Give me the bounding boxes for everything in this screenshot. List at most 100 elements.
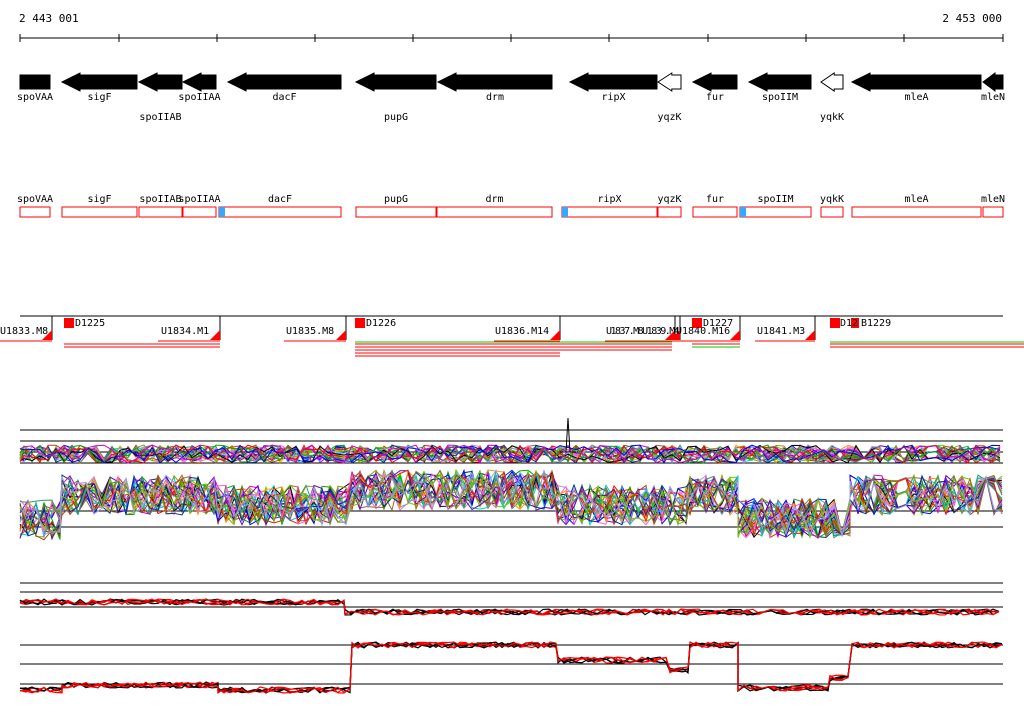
gene-box-mleN[interactable] <box>982 206 1004 218</box>
gene-label-spoIIM[interactable]: spoIIM <box>761 92 799 103</box>
gene-box-track[interactable] <box>19 206 1004 218</box>
feature-marker-D1229[interactable] <box>851 318 859 328</box>
feature-arrow-U1836.M14[interactable] <box>550 330 560 340</box>
gene-box-label-spoIIM[interactable]: spoIIM <box>757 194 794 205</box>
gene-arrow-spoIIM[interactable] <box>747 72 812 92</box>
gene-box-drm[interactable] <box>436 206 553 218</box>
gene-box-label-mleA[interactable]: mleA <box>904 194 929 205</box>
gene-box-label-yqkK[interactable]: yqkK <box>819 194 845 205</box>
gene-box-yqzK[interactable] <box>657 206 682 218</box>
transcription-start-marker <box>562 207 568 217</box>
gene-box-label-drm[interactable]: drm <box>485 194 504 205</box>
gene-label-dacF[interactable]: dacF <box>272 92 297 103</box>
gene-arrow-fur[interactable] <box>691 72 738 92</box>
gene-arrow-mleA[interactable] <box>850 72 982 92</box>
feature-arrow-U1840.M16[interactable] <box>730 330 740 340</box>
gene-box-yqkK[interactable] <box>820 206 844 218</box>
gene-arrow-track[interactable] <box>19 72 1004 92</box>
feature-label[interactable]: U1833.M8 <box>0 326 49 337</box>
gene-arrow-yqzK[interactable] <box>657 72 682 92</box>
feature-label[interactable]: U1835.M8 <box>286 326 335 337</box>
gene-box-label-ripX[interactable]: ripX <box>597 194 622 205</box>
gene-arrow-sigF[interactable] <box>60 72 138 92</box>
gene-label-mleA[interactable]: mleA <box>904 92 929 103</box>
transcription-start-marker <box>219 207 225 217</box>
feature-label[interactable]: U1837.M8U1839.M4 <box>606 326 680 337</box>
gene-arrow-dacF[interactable] <box>226 72 342 92</box>
gene-box-mleA[interactable] <box>851 206 982 218</box>
expression-trace <box>19 444 1001 464</box>
feature-label[interactable]: B1229 <box>861 318 892 329</box>
gene-box-spoIIAB[interactable] <box>138 206 183 218</box>
gene-label-spoVAA[interactable]: spoVAA <box>16 92 54 103</box>
position-ruler <box>19 34 1004 42</box>
gene-box-label-spoIIAA[interactable]: spoIIAA <box>178 194 221 205</box>
gene-box-label-spoIIAB[interactable]: spoIIAB <box>139 194 182 205</box>
gene-label-pupG[interactable]: pupG <box>383 112 409 123</box>
feature-arrow-U1841.M3[interactable] <box>805 330 815 340</box>
feature-label[interactable]: D1226 <box>366 318 397 329</box>
summary-trace <box>19 598 1000 616</box>
gene-label-fur[interactable]: fur <box>705 92 725 103</box>
feature-label[interactable]: U1836.M14 <box>495 326 550 337</box>
gene-box-label-fur[interactable]: fur <box>705 194 725 205</box>
gene-box-spoIIAA[interactable] <box>182 206 217 218</box>
feature-marker-D1225[interactable] <box>64 318 74 328</box>
gene-label-ripX[interactable]: ripX <box>601 92 626 103</box>
feature-arrow-U1835.M8[interactable] <box>336 330 346 340</box>
ruler-end-coordinate: 2 453 000 <box>942 12 1002 25</box>
feature-label[interactable]: U1841.M3 <box>757 326 806 337</box>
expression-trace <box>19 468 1003 538</box>
gene-box-label-pupG[interactable]: pupG <box>383 194 409 205</box>
expression-trace <box>19 444 1001 464</box>
feature-marker-D1227[interactable] <box>692 318 702 328</box>
gene-box-label-mleN[interactable]: mleN <box>980 194 1006 205</box>
feature-label[interactable]: D1227 <box>703 318 734 329</box>
summary-trace <box>19 641 1003 694</box>
gene-box-dacF[interactable] <box>218 206 342 218</box>
gene-label-yqzK[interactable]: yqzK <box>657 112 682 123</box>
gene-label-mleN[interactable]: mleN <box>980 92 1006 103</box>
gene-arrow-yqkK[interactable] <box>820 72 844 92</box>
gene-label-yqkK[interactable]: yqkK <box>819 112 845 123</box>
summary-trace <box>19 598 1000 616</box>
summary-trace-panel <box>19 582 1003 694</box>
gene-label-spoIIAA[interactable]: spoIIAA <box>178 92 221 103</box>
gene-box-ripX[interactable] <box>561 206 658 218</box>
gene-box-label-sigF[interactable]: sigF <box>87 194 112 205</box>
gene-label-spoIIAB[interactable]: spoIIAB <box>139 112 182 123</box>
gene-arrow-drm[interactable] <box>436 72 553 92</box>
feature-label[interactable]: U1840.M16 <box>676 326 731 337</box>
feature-track[interactable] <box>0 315 1024 357</box>
gene-box-sigF[interactable] <box>61 206 138 218</box>
feature-marker-D1228[interactable] <box>830 318 840 328</box>
feature-arrow-U1839.M4[interactable] <box>670 330 680 340</box>
feature-label[interactable]: D1225 <box>75 318 106 329</box>
gene-box-label-spoVAA[interactable]: spoVAA <box>16 194 54 205</box>
gene-label-drm[interactable]: drm <box>485 92 505 103</box>
feature-marker-D1226[interactable] <box>355 318 365 328</box>
gene-arrow-spoIIAA[interactable] <box>181 72 217 92</box>
gene-arrow-mleN[interactable] <box>982 72 1004 92</box>
expression-trace-panel <box>19 417 1003 541</box>
transcription-start-marker <box>740 207 746 217</box>
expression-spike <box>560 417 576 453</box>
gene-box-label-yqzK[interactable]: yqzK <box>657 194 682 205</box>
gene-box-spoIIM[interactable] <box>739 206 812 218</box>
gene-label-sigF[interactable]: sigF <box>87 92 112 103</box>
expression-trace <box>19 473 1003 540</box>
feature-arrow-U1833.M8[interactable] <box>42 330 52 340</box>
gene-box-fur[interactable] <box>692 206 738 218</box>
gene-arrow-pupG[interactable] <box>354 72 437 92</box>
gene-box-pupG[interactable] <box>355 206 437 218</box>
gene-arrow-ripX[interactable] <box>568 72 658 92</box>
gene-box-label-dacF[interactable]: dacF <box>267 194 293 205</box>
gene-box-spoVAA[interactable] <box>19 206 51 218</box>
feature-arrow-U1834.M1[interactable] <box>210 330 220 340</box>
feature-label[interactable]: D12 <box>840 318 859 329</box>
gene-arrow-spoIIAB[interactable] <box>137 72 183 92</box>
gene-arrow-spoVAA[interactable] <box>19 74 51 90</box>
summary-trace <box>19 641 1003 694</box>
feature-label[interactable]: U1834.M1 <box>161 326 210 337</box>
